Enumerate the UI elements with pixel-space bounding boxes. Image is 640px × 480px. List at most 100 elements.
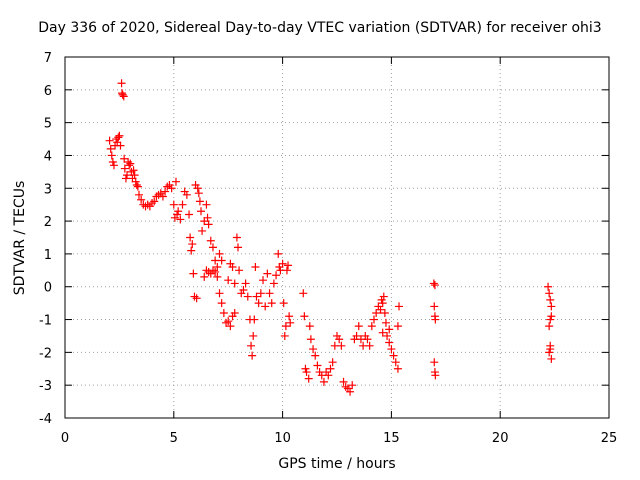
data-point bbox=[187, 246, 196, 255]
data-point bbox=[250, 315, 259, 324]
data-point bbox=[279, 299, 288, 308]
data-point bbox=[367, 322, 376, 331]
data-point bbox=[304, 374, 313, 383]
data-point bbox=[545, 289, 554, 298]
data-point bbox=[545, 322, 554, 331]
data-point bbox=[430, 281, 439, 290]
data-point bbox=[119, 92, 128, 101]
data-point bbox=[204, 220, 213, 229]
y-tick-label: 7 bbox=[44, 51, 52, 66]
x-tick-label: 15 bbox=[383, 431, 400, 446]
data-point bbox=[118, 90, 127, 99]
data-point bbox=[106, 144, 115, 153]
data-point bbox=[114, 133, 123, 142]
data-point bbox=[249, 331, 258, 340]
data-point bbox=[123, 171, 132, 180]
data-point bbox=[129, 166, 138, 175]
data-point bbox=[109, 161, 118, 170]
data-point bbox=[430, 302, 439, 311]
data-point bbox=[301, 364, 310, 373]
data-point bbox=[546, 315, 555, 324]
data-point bbox=[267, 299, 276, 308]
data-point bbox=[239, 286, 248, 295]
data-point bbox=[263, 269, 272, 278]
data-point bbox=[284, 261, 293, 270]
data-point bbox=[178, 200, 187, 209]
data-point bbox=[230, 308, 239, 317]
data-point bbox=[173, 210, 182, 219]
data-point bbox=[186, 233, 195, 242]
data-point bbox=[546, 345, 555, 354]
data-point bbox=[219, 308, 228, 317]
x-tick-label: 10 bbox=[274, 431, 291, 446]
data-point bbox=[365, 341, 374, 350]
data-point bbox=[387, 345, 396, 354]
data-point bbox=[286, 318, 295, 327]
y-tick-label: -2 bbox=[39, 346, 52, 361]
data-point bbox=[378, 299, 387, 308]
data-point bbox=[265, 289, 274, 298]
data-point bbox=[431, 315, 440, 324]
data-point bbox=[193, 184, 202, 193]
data-point bbox=[182, 190, 191, 199]
data-point bbox=[383, 331, 392, 340]
data-point bbox=[547, 312, 556, 321]
x-tick-label: 20 bbox=[492, 431, 509, 446]
data-point bbox=[248, 351, 257, 360]
data-point bbox=[354, 322, 363, 331]
data-point bbox=[385, 338, 394, 347]
data-point bbox=[352, 331, 361, 340]
data-point bbox=[176, 215, 185, 224]
data-point bbox=[137, 195, 146, 204]
data-point bbox=[261, 302, 270, 311]
data-point bbox=[131, 177, 140, 186]
y-tick-label: 6 bbox=[44, 84, 52, 99]
data-point bbox=[300, 312, 309, 321]
data-point bbox=[213, 272, 222, 281]
data-point bbox=[116, 141, 125, 150]
data-point bbox=[429, 279, 438, 288]
data-point bbox=[378, 328, 387, 337]
data-point bbox=[115, 131, 124, 140]
data-point bbox=[281, 322, 290, 331]
data-point bbox=[319, 377, 328, 386]
x-tick-label: 0 bbox=[61, 431, 69, 446]
data-point bbox=[130, 171, 139, 180]
data-point bbox=[391, 358, 400, 367]
data-point bbox=[305, 322, 314, 331]
data-point bbox=[363, 335, 372, 344]
data-point bbox=[431, 371, 440, 380]
data-point bbox=[192, 294, 201, 303]
data-point bbox=[313, 361, 322, 370]
data-point bbox=[185, 210, 194, 219]
y-tick-label: 2 bbox=[44, 215, 52, 230]
data-point bbox=[544, 282, 553, 291]
data-point bbox=[385, 325, 394, 334]
data-point bbox=[376, 305, 385, 314]
data-point bbox=[202, 200, 211, 209]
data-point bbox=[241, 279, 250, 288]
y-tick-label: 5 bbox=[44, 117, 52, 132]
data-point bbox=[346, 387, 355, 396]
data-point bbox=[335, 335, 344, 344]
data-point bbox=[254, 299, 263, 308]
data-point bbox=[208, 243, 217, 252]
data-point bbox=[195, 197, 204, 206]
axis-ticks: 0 5 10 15 20 25 -4 -3 -2 -1 0 1 2 3 4 5 6 7 bbox=[39, 51, 617, 446]
data-point bbox=[339, 377, 348, 386]
grid-lines bbox=[65, 57, 609, 418]
data-point bbox=[256, 289, 265, 298]
data-point bbox=[197, 207, 205, 216]
data-point bbox=[161, 187, 170, 196]
data-point bbox=[274, 249, 283, 258]
x-axis-label: GPS time / hours bbox=[278, 456, 396, 472]
data-point bbox=[379, 292, 388, 301]
data-point bbox=[228, 263, 237, 272]
data-point bbox=[167, 184, 176, 193]
data-point bbox=[232, 233, 241, 242]
data-point bbox=[547, 354, 556, 363]
data-point bbox=[230, 279, 239, 288]
data-point bbox=[430, 358, 439, 367]
data-point bbox=[200, 272, 209, 281]
